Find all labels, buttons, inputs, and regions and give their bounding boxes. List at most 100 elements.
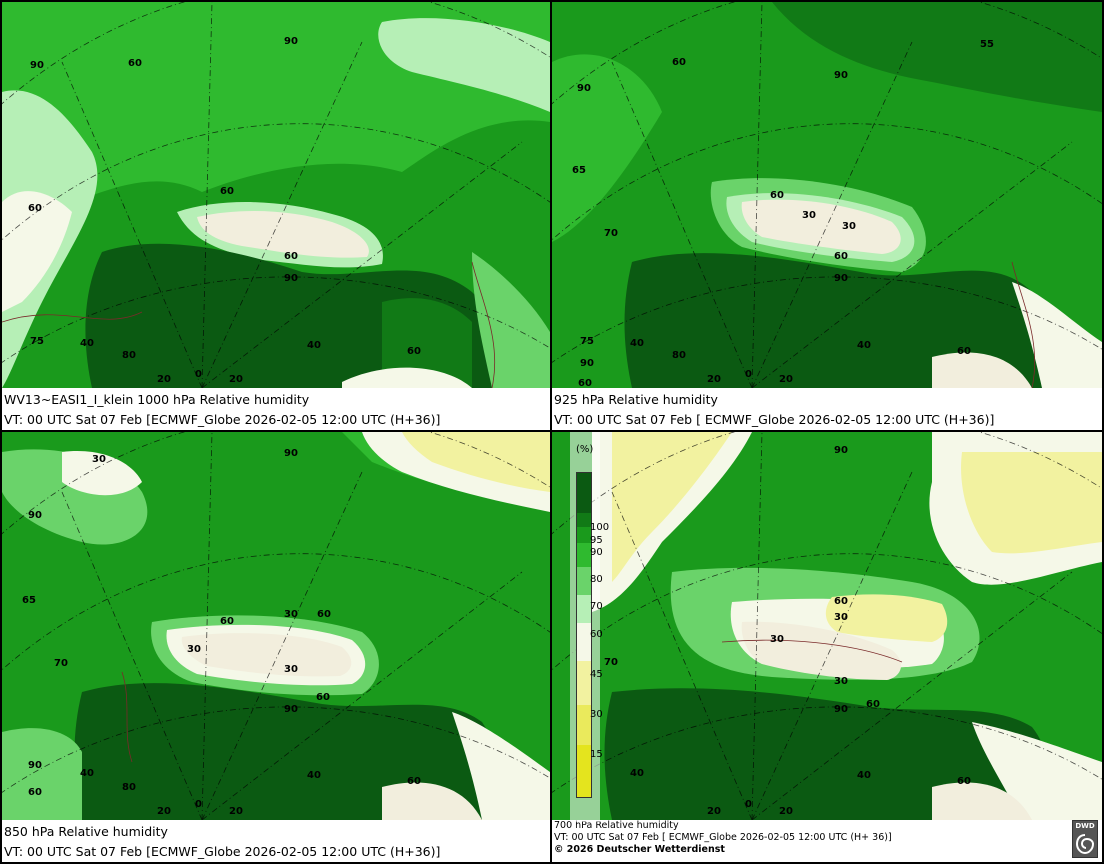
contour-label: 70 bbox=[604, 657, 618, 668]
legend-tick: 80 bbox=[590, 574, 603, 585]
contour-label: 60 bbox=[220, 616, 234, 627]
legend-tick: 90 bbox=[590, 547, 603, 558]
contour-label: 80 bbox=[672, 350, 686, 361]
contour-label: 90 bbox=[580, 358, 594, 369]
map-850hpa: 30 90 90 65 70 30 60 60 30 30 60 90 90 4… bbox=[2, 432, 550, 820]
contour-label: 40 bbox=[80, 768, 94, 779]
contour-label: 40 bbox=[307, 770, 321, 781]
contour-label: 30 bbox=[802, 210, 816, 221]
contour-label: 80 bbox=[122, 782, 136, 793]
contour-label: 90 bbox=[28, 510, 42, 521]
contour-label: 60 bbox=[672, 57, 686, 68]
contour-label: 20 bbox=[229, 806, 243, 817]
contour-label: 60 bbox=[834, 251, 848, 262]
map-panel-700hpa: 90 70 60 30 30 30 60 90 40 20 0 20 40 60… bbox=[552, 432, 1102, 862]
contour-label: 60 bbox=[957, 346, 971, 357]
map-1000hpa: 90 90 60 60 60 90 75 40 80 40 60 20 0 20… bbox=[2, 2, 550, 388]
legend-tick: 100 bbox=[590, 522, 610, 533]
legend-tick: 70 bbox=[590, 601, 603, 612]
contour-label: 60 bbox=[316, 692, 330, 703]
contour-label: 60 bbox=[957, 776, 971, 787]
contour-label: 90 bbox=[28, 760, 42, 771]
contour-label: 40 bbox=[857, 770, 871, 781]
contour-label: 90 bbox=[284, 704, 298, 715]
legend-tick: 60 bbox=[590, 629, 603, 640]
contour-label: 60 bbox=[866, 699, 880, 710]
contour-label: 60 bbox=[770, 190, 784, 201]
contour-label: 90 bbox=[577, 83, 591, 94]
valid-time: VT: 00 UTC Sat 07 Feb [ ECMWF_Globe 2026… bbox=[554, 412, 995, 427]
valid-time: VT: 00 UTC Sat 07 Feb [ECMWF_Globe 2026-… bbox=[4, 412, 441, 427]
contour-label: 30 bbox=[92, 454, 106, 465]
contour-label: 0 bbox=[195, 799, 202, 810]
contour-label: 90 bbox=[284, 448, 298, 459]
map-caption: WV13~EASI1_I_klein 1000 hPa Relative hum… bbox=[2, 390, 550, 430]
contour-label: 90 bbox=[834, 70, 848, 81]
contour-label: 30 bbox=[284, 609, 298, 620]
contour-label: 0 bbox=[745, 369, 752, 380]
contour-label: 30 bbox=[834, 676, 848, 687]
map-panel-925hpa: 55 60 90 90 65 70 60 30 30 60 90 75 40 8… bbox=[552, 2, 1102, 430]
contour-label: 60 bbox=[128, 58, 142, 69]
contour-label: 40 bbox=[857, 340, 871, 351]
contour-label: 40 bbox=[630, 768, 644, 779]
contour-label: 60 bbox=[284, 251, 298, 262]
contour-label: 90 bbox=[834, 704, 848, 715]
contour-label: 90 bbox=[834, 445, 848, 456]
dwd-logo: DWD bbox=[1072, 820, 1098, 858]
contour-label: 70 bbox=[604, 228, 618, 239]
contour-label: 90 bbox=[834, 273, 848, 284]
contour-label: 30 bbox=[834, 612, 848, 623]
contour-label: 70 bbox=[54, 658, 68, 669]
legend-color-bar bbox=[576, 472, 592, 798]
contour-label: 60 bbox=[407, 776, 421, 787]
legend-tick: 45 bbox=[590, 669, 603, 680]
contour-label: 40 bbox=[307, 340, 321, 351]
contour-label: 40 bbox=[80, 338, 94, 349]
contour-label: 60 bbox=[317, 609, 331, 620]
copyright: © 2026 Deutscher Wetterdienst bbox=[554, 844, 725, 855]
contour-label: 30 bbox=[187, 644, 201, 655]
contour-label: 20 bbox=[707, 374, 721, 385]
legend-tick: 95 bbox=[590, 535, 603, 546]
contour-label: 60 bbox=[28, 203, 42, 214]
valid-time: VT: 00 UTC Sat 07 Feb [ ECMWF_Globe 2026… bbox=[554, 832, 892, 843]
legend-unit: (%) bbox=[576, 444, 594, 455]
contour-label: 90 bbox=[30, 60, 44, 71]
contour-label: 20 bbox=[157, 374, 171, 385]
contour-label: 0 bbox=[195, 369, 202, 380]
map-700hpa: 90 70 60 30 30 30 60 90 40 20 0 20 40 60 bbox=[552, 432, 1102, 820]
contour-label: 80 bbox=[122, 350, 136, 361]
legend-tick: 30 bbox=[590, 709, 603, 720]
contour-label: 90 bbox=[284, 36, 298, 47]
contour-label: 0 bbox=[745, 799, 752, 810]
contour-label: 65 bbox=[22, 595, 36, 606]
contour-label: 60 bbox=[578, 378, 592, 388]
legend-tick: 15 bbox=[590, 749, 603, 760]
contour-label: 65 bbox=[572, 165, 586, 176]
contour-label: 20 bbox=[707, 806, 721, 817]
contour-label: 30 bbox=[770, 634, 784, 645]
map-caption: 700 hPa Relative humidity VT: 00 UTC Sat… bbox=[552, 820, 1102, 862]
contour-label: 30 bbox=[842, 221, 856, 232]
contour-label: 60 bbox=[834, 596, 848, 607]
map-925hpa: 55 60 90 90 65 70 60 30 30 60 90 75 40 8… bbox=[552, 2, 1102, 388]
dwd-logo-text: DWD bbox=[1075, 822, 1095, 830]
valid-time: VT: 00 UTC Sat 07 Feb [ECMWF_Globe 2026-… bbox=[4, 844, 441, 859]
legend: (%) 100 95 90 80 70 60 45 30 15 bbox=[570, 432, 609, 822]
map-panel-1000hpa: 90 90 60 60 60 90 75 40 80 40 60 20 0 20… bbox=[2, 2, 550, 430]
contour-label: 20 bbox=[779, 374, 793, 385]
map-title: WV13~EASI1_I_klein 1000 hPa Relative hum… bbox=[4, 392, 310, 407]
contour-label: 60 bbox=[28, 787, 42, 798]
contour-label: 75 bbox=[580, 336, 594, 347]
contour-label: 40 bbox=[630, 338, 644, 349]
map-caption: 850 hPa Relative humidity VT: 00 UTC Sat… bbox=[2, 822, 550, 862]
contour-label: 75 bbox=[30, 336, 44, 347]
map-caption: 925 hPa Relative humidity VT: 00 UTC Sat… bbox=[552, 390, 1102, 430]
contour-label: 20 bbox=[157, 806, 171, 817]
map-title: 925 hPa Relative humidity bbox=[554, 392, 718, 407]
contour-label: 20 bbox=[779, 806, 793, 817]
map-title: 700 hPa Relative humidity bbox=[554, 820, 679, 831]
contour-label: 60 bbox=[220, 186, 234, 197]
map-title: 850 hPa Relative humidity bbox=[4, 824, 168, 839]
